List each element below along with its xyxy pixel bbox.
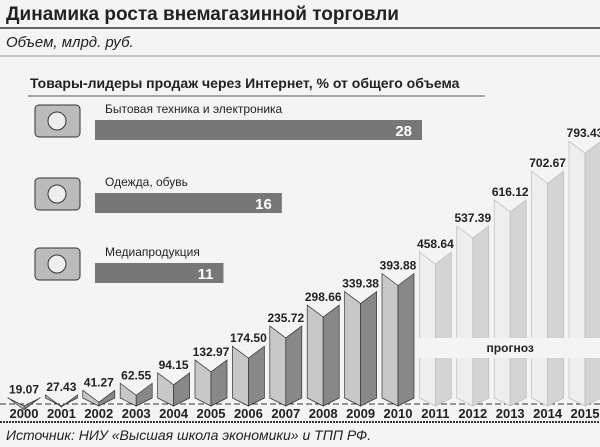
bar-2002 <box>82 389 116 407</box>
bar-2015 <box>568 140 600 407</box>
bar-2001 <box>45 394 78 408</box>
year-tick-label: 2012 <box>458 406 487 421</box>
year-tick-label: 2002 <box>84 406 113 421</box>
inset-item-label: Бытовая техника и электроника <box>105 102 283 116</box>
media-icon <box>34 247 81 281</box>
inset-bar <box>95 120 422 140</box>
bar-value-label: 393.88 <box>380 259 417 273</box>
inset-item-label: Медиапродукция <box>105 245 200 259</box>
bar-value-label: 702.67 <box>529 156 566 170</box>
bar-2008 <box>306 304 340 407</box>
source-note: Источник: НИУ «Высшая школа экономики» и… <box>6 427 371 443</box>
bar-2003 <box>119 382 153 407</box>
bar-value-label: 339.38 <box>342 277 379 291</box>
bar-value-label: 458.64 <box>417 237 454 251</box>
year-tick-label: 2007 <box>271 406 300 421</box>
electronics-icon <box>34 104 81 138</box>
year-tick-label: 2015 <box>571 406 600 421</box>
year-tick-label: 2006 <box>234 406 263 421</box>
year-tick-label: 2013 <box>496 406 525 421</box>
year-tick-label: 2008 <box>309 406 338 421</box>
inset-item-label: Одежда, обувь <box>105 175 188 189</box>
clothes-icon <box>34 177 81 211</box>
forecast-label: прогноз <box>487 341 534 355</box>
inset-bar-value: 28 <box>395 123 412 140</box>
bar-2007 <box>269 325 303 407</box>
chart-subtitle: Объем, млрд. руб. <box>6 34 134 51</box>
year-tick-label: 2003 <box>122 406 151 421</box>
bar-value-label: 174.50 <box>230 331 267 345</box>
bar-value-label: 537.39 <box>454 211 491 225</box>
bar-value-label: 19.07 <box>9 383 39 397</box>
bar-2005 <box>194 359 228 407</box>
year-tick-label: 2004 <box>159 406 189 421</box>
bar-value-label: 298.66 <box>305 290 342 304</box>
bar-value-label: 41.27 <box>84 375 114 389</box>
bar-2006 <box>232 345 265 407</box>
bar-2012 <box>455 225 490 407</box>
year-tick-label: 2009 <box>346 406 375 421</box>
bar-value-label: 793.43 <box>567 126 600 140</box>
bar-value-label: 132.97 <box>193 345 230 359</box>
bar-value-label: 616.12 <box>492 185 529 199</box>
bar-value-label: 94.15 <box>159 358 189 372</box>
bar-2000 <box>7 396 41 411</box>
year-tick-label: 2014 <box>533 406 563 421</box>
inset-title: Товары-лидеры продаж через Интернет, % о… <box>30 75 460 91</box>
year-tick-label: 2011 <box>421 406 449 421</box>
inset-bar-value: 16 <box>255 196 272 213</box>
inset-bar <box>95 263 224 283</box>
bar-2013 <box>493 199 528 407</box>
bar-value-label: 62.55 <box>121 368 151 382</box>
bar-2011 <box>418 251 453 407</box>
bar-2014 <box>530 170 565 407</box>
inset-bar <box>95 193 282 213</box>
year-tick-label: 2000 <box>10 406 39 421</box>
bar-value-label: 235.72 <box>267 311 304 325</box>
year-tick-label: 2010 <box>384 406 413 421</box>
bar-2004 <box>157 372 190 407</box>
bar-2010 <box>381 272 415 407</box>
year-tick-label: 2005 <box>197 406 226 421</box>
chart-title: Динамика роста внемагазинной торговли <box>6 4 399 25</box>
bar-value-label: 27.43 <box>46 380 76 394</box>
year-tick-label: 2001 <box>47 406 76 421</box>
inset-bar-value: 11 <box>198 266 214 283</box>
bar-2009 <box>344 290 377 407</box>
